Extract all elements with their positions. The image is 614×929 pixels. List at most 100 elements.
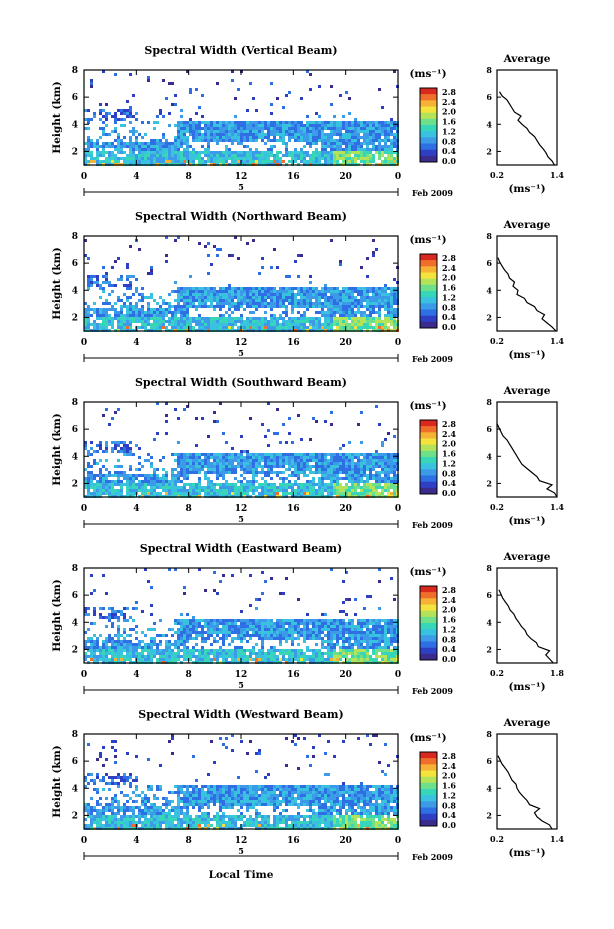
heatmap-cell [213,317,216,320]
heatmap-cell [186,405,189,408]
heatmap-cell [210,136,213,139]
heatmap-cell [102,130,105,133]
heatmap-cell [288,486,291,489]
heatmap-cell [297,489,300,492]
heatmap-cell [126,649,129,652]
heatmap-cell [309,317,312,320]
heatmap-cell [207,121,210,124]
heatmap-cell [216,652,219,655]
heatmap-cell [348,468,351,471]
heatmap-cell [207,625,210,628]
heatmap-cell [192,486,195,489]
heatmap-cell [273,483,276,486]
heatmap-cell [363,290,366,293]
heatmap-cell [87,136,90,139]
heatmap-cell [210,489,213,492]
heatmap-cell [198,296,201,299]
heatmap-cell [153,474,156,477]
heatmap-cell [165,142,168,145]
x-tick-label: 0 [81,338,87,348]
heatmap-cell [198,622,201,625]
heatmap-cell [189,628,192,631]
heatmap-cell [234,130,237,133]
heatmap-cell [105,625,108,628]
heatmap-cell [243,628,246,631]
heatmap-cell [96,486,99,489]
heatmap-cell [300,127,303,130]
heatmap-cell [195,112,198,115]
heatmap-cell [207,290,210,293]
heatmap-cell [372,239,375,242]
heatmap-cell [96,450,99,453]
heatmap-cell [366,477,369,480]
heatmap-cell [174,160,177,163]
heatmap-cell [93,323,96,326]
heatmap-cell [237,257,240,260]
heatmap-cell [84,640,87,643]
heatmap-cell [111,658,114,661]
heatmap-cell [111,492,114,495]
heatmap-cell [111,607,114,610]
heatmap-cell [297,254,300,257]
heatmap-cell [174,326,177,329]
heatmap-cell [114,112,117,115]
heatmap-cell [348,145,351,148]
heatmap-cell [348,139,351,142]
heatmap-cell [156,326,159,329]
heatmap-cell [303,468,306,471]
heatmap-cell [243,649,246,652]
heatmap-cell [129,450,132,453]
heatmap-cell [354,305,357,308]
heatmap-cell [228,121,231,124]
heatmap-cell [258,296,261,299]
heatmap-cell [264,157,267,160]
heatmap-cell [369,465,372,468]
heatmap-cell [87,486,90,489]
heatmap-cell [177,655,180,658]
heatmap-cell [177,154,180,157]
heatmap-cell [255,326,258,329]
heatmap-cell [159,157,162,160]
heatmap-cell [267,293,270,296]
heatmap-cell [294,480,297,483]
heatmap-cell [156,160,159,163]
heatmap-cell [270,489,273,492]
heatmap-cell [285,441,288,444]
heatmap-cell [195,290,198,293]
heatmap-cell [108,658,111,661]
heatmap-cell [90,160,93,163]
heatmap-cell [315,293,318,296]
heatmap-cell [222,293,225,296]
heatmap-cell [144,634,147,637]
heatmap-cell [318,293,321,296]
heatmap-cell [324,462,327,465]
heatmap-cell [222,314,225,317]
heatmap-cell [93,489,96,492]
heatmap-cell [189,453,192,456]
heatmap-cell [153,489,156,492]
heatmap-cell [195,625,198,628]
heatmap-cell [273,459,276,462]
heatmap-cell [213,462,216,465]
heatmap-cell [180,480,183,483]
heatmap-cell [108,320,111,323]
heatmap-cell [330,477,333,480]
heatmap-cell [276,130,279,133]
heatmap-cell [300,489,303,492]
heatmap-cell [258,293,261,296]
heatmap-cell [129,658,132,661]
heatmap-cell [342,462,345,465]
average-y-tick-label: 4 [486,285,492,295]
heatmap-cell [177,142,180,145]
heatmap-cell [366,160,369,163]
heatmap-cell [312,293,315,296]
heatmap-cell [135,652,138,655]
heatmap-cell [165,646,168,649]
heatmap-cell [204,471,207,474]
heatmap-cell [156,480,159,483]
heatmap-cell [270,634,273,637]
heatmap-cell [174,568,177,571]
heatmap-cell [261,257,264,260]
heatmap-cell [378,148,381,151]
heatmap-cell [93,652,96,655]
